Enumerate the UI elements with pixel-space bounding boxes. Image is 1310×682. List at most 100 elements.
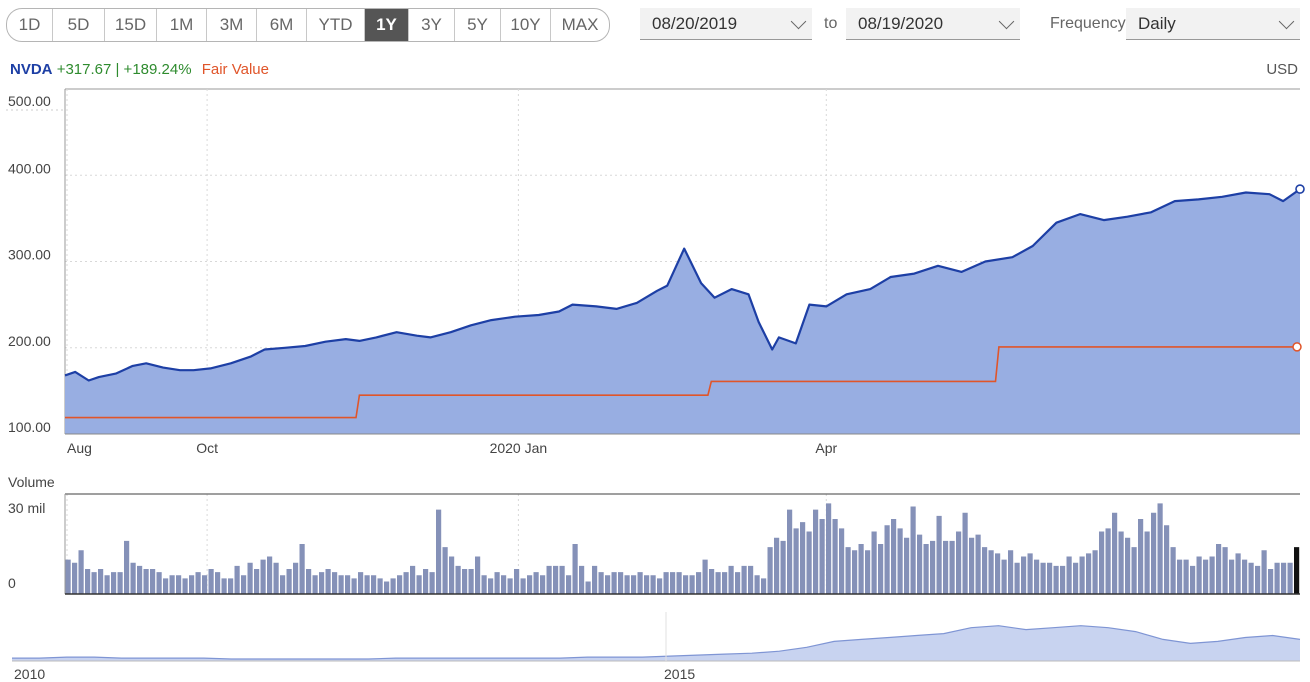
volume-bar bbox=[546, 565, 552, 595]
time-tick-label: Aug bbox=[67, 440, 92, 456]
volume-bar bbox=[215, 572, 221, 595]
volume-bar bbox=[1060, 565, 1066, 595]
volume-bar bbox=[286, 569, 292, 594]
end-date-select[interactable]: 08/19/2020 bbox=[846, 8, 1020, 40]
volume-bar bbox=[988, 550, 994, 594]
volume-bar bbox=[676, 572, 682, 595]
volume-bar bbox=[533, 572, 539, 595]
volume-bar bbox=[1203, 559, 1209, 595]
price-area bbox=[65, 189, 1300, 434]
range-selector: 1D 5D 15D 1M 3M 6M YTD 1Y 3Y 5Y 10Y MAX bbox=[6, 8, 610, 42]
volume-bar bbox=[65, 559, 71, 595]
volume-bar bbox=[436, 509, 442, 595]
volume-bar bbox=[156, 572, 162, 595]
price-tick-label: 200.00 bbox=[8, 333, 51, 349]
range-button-1m[interactable]: 1M bbox=[157, 9, 207, 41]
volume-bar bbox=[709, 569, 715, 594]
volume-bar bbox=[267, 556, 273, 594]
volume-bar bbox=[956, 531, 962, 594]
volume-bar bbox=[611, 572, 617, 595]
volume-bar bbox=[793, 528, 799, 595]
volume-bar bbox=[1008, 550, 1014, 594]
range-button-1y[interactable]: 1Y bbox=[365, 9, 409, 41]
volume-bar bbox=[117, 572, 123, 595]
volume-bar bbox=[787, 509, 793, 595]
end-date-value: 08/19/2020 bbox=[858, 14, 944, 33]
volume-bar bbox=[858, 544, 864, 594]
chart-legend: NVDA +317.67 | +189.24% Fair Value bbox=[10, 61, 269, 78]
range-button-6m[interactable]: 6M bbox=[257, 9, 307, 41]
volume-bar bbox=[605, 575, 611, 594]
volume-bar bbox=[722, 572, 728, 595]
time-tick-label: Apr bbox=[815, 440, 837, 456]
volume-bar bbox=[637, 572, 643, 595]
start-date-value: 08/20/2019 bbox=[652, 14, 738, 33]
volume-bar bbox=[1027, 553, 1033, 595]
volume-bar bbox=[390, 578, 396, 595]
navigator-label: 2015 bbox=[664, 666, 695, 682]
legend-fair-value[interactable]: Fair Value bbox=[201, 61, 269, 78]
volume-bar bbox=[696, 572, 702, 595]
volume-bar bbox=[91, 572, 97, 595]
volume-bar bbox=[975, 534, 981, 595]
volume-bar bbox=[871, 531, 877, 594]
volume-bar bbox=[520, 578, 526, 595]
volume-bar bbox=[1034, 559, 1040, 595]
volume-bar bbox=[364, 575, 370, 594]
navigator-label: 2010 bbox=[14, 666, 45, 682]
volume-bar bbox=[702, 559, 708, 595]
range-button-max[interactable]: MAX bbox=[561, 15, 599, 34]
volume-bar bbox=[371, 575, 377, 594]
volume-bar bbox=[527, 575, 533, 594]
volume-bar bbox=[254, 569, 260, 594]
volume-bar bbox=[299, 544, 305, 594]
start-date-select[interactable]: 08/20/2019 bbox=[640, 8, 812, 40]
volume-bar bbox=[1014, 562, 1020, 594]
volume-bar bbox=[72, 562, 78, 594]
volume-bar bbox=[592, 565, 598, 595]
volume-bar bbox=[845, 547, 851, 595]
range-button-3m[interactable]: 3M bbox=[207, 9, 257, 41]
range-button-1d[interactable]: 1D bbox=[7, 9, 53, 41]
volume-bar bbox=[1177, 559, 1183, 595]
navigator-area bbox=[12, 625, 1300, 661]
volume-bar bbox=[150, 569, 156, 594]
volume-bar bbox=[176, 575, 182, 594]
volume-bar bbox=[481, 575, 487, 594]
frequency-select[interactable]: Daily bbox=[1126, 8, 1300, 40]
volume-bar bbox=[832, 519, 838, 594]
volume-bar bbox=[884, 525, 890, 594]
range-button-5d[interactable]: 5D bbox=[53, 9, 105, 41]
volume-bar bbox=[429, 572, 435, 595]
volume-bar bbox=[1086, 553, 1092, 595]
range-button-15d[interactable]: 15D bbox=[105, 9, 157, 41]
volume-bar bbox=[1255, 565, 1261, 595]
volume-bar bbox=[351, 578, 357, 595]
volume-bar bbox=[85, 569, 91, 594]
range-button-5y[interactable]: 5Y bbox=[455, 9, 501, 41]
range-button-3y[interactable]: 3Y bbox=[409, 9, 455, 41]
volume-bar bbox=[663, 572, 669, 595]
fair-value-line bbox=[65, 346, 1300, 419]
volume-bar bbox=[319, 572, 325, 595]
currency-label: USD bbox=[1266, 61, 1298, 78]
volume-bar bbox=[1079, 556, 1085, 594]
volume-bar bbox=[1112, 512, 1118, 594]
range-button-10y[interactable]: 10Y bbox=[501, 9, 551, 41]
range-button-ytd[interactable]: YTD bbox=[307, 9, 365, 41]
volume-bar bbox=[839, 528, 845, 595]
volume-bar bbox=[728, 565, 734, 595]
frequency-value: Daily bbox=[1138, 14, 1176, 33]
volume-bar bbox=[949, 540, 955, 595]
volume-bar bbox=[1125, 537, 1131, 594]
volume-bar bbox=[624, 575, 630, 594]
volume-bar bbox=[273, 562, 279, 594]
volume-bar bbox=[657, 578, 663, 595]
volume-bar bbox=[748, 565, 754, 595]
volume-bar bbox=[468, 569, 474, 594]
volume-bar bbox=[221, 578, 227, 595]
volume-bar bbox=[345, 575, 351, 594]
volume-bar bbox=[130, 562, 136, 594]
volume-bar bbox=[416, 575, 422, 594]
